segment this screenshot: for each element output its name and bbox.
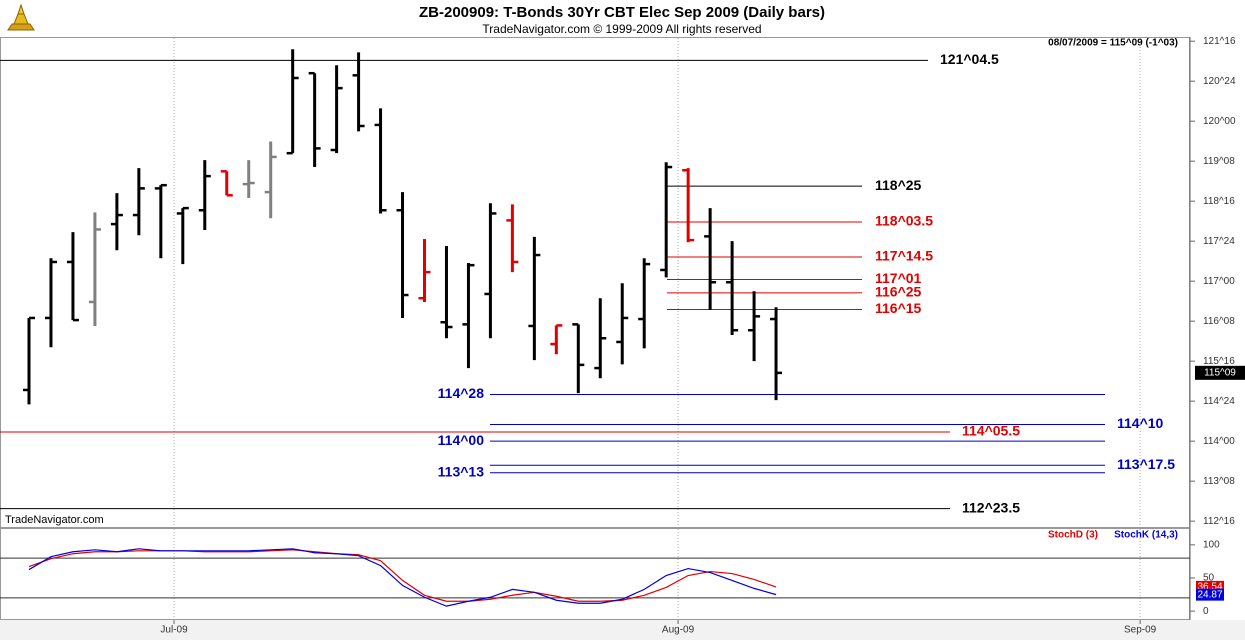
- x-tick-label: Aug-09: [662, 625, 695, 636]
- y-tick-label: 121^16: [1203, 36, 1236, 47]
- last-price-box: [1195, 365, 1245, 380]
- last-value-label: 24.87: [1197, 589, 1222, 600]
- y-tick-label: 113^08: [1203, 476, 1235, 487]
- level-label: 117^01: [875, 270, 922, 286]
- stoch-line: [28, 549, 777, 602]
- x-tick-label: Sep-09: [1124, 625, 1157, 636]
- x-axis-band: [0, 620, 1245, 640]
- y-tick-label: 100: [1203, 539, 1220, 550]
- last-value-box: [1196, 588, 1224, 601]
- chart-title: ZB-200909: T-Bonds 30Yr CBT Elec Sep 200…: [419, 4, 825, 21]
- level-label: 117^14.5: [875, 248, 933, 264]
- y-tick-label: 117^00: [1203, 276, 1235, 287]
- level-label: 113^13: [438, 464, 485, 480]
- level-label: 113^17.5: [1117, 456, 1175, 472]
- last-value-label: 36.54: [1197, 582, 1222, 593]
- x-tick-label: Jul-09: [160, 625, 188, 636]
- chart-subtitle: TradeNavigator.com © 1999-2009 All right…: [482, 22, 761, 36]
- y-tick-label: 115^16: [1203, 356, 1235, 367]
- y-tick-label: 114^24: [1203, 396, 1235, 407]
- level-label: 121^04.5: [940, 51, 999, 67]
- level-label: 114^00: [438, 432, 485, 448]
- last-price-label: 115^09: [1204, 367, 1236, 378]
- status-text: 08/07/2009 = 115^09 (-1^03): [1048, 38, 1178, 49]
- y-tick-label: 50: [1203, 573, 1215, 584]
- y-tick-label: 0: [1203, 606, 1209, 617]
- y-tick-label: 118^16: [1203, 196, 1235, 207]
- level-label: 118^03.5: [875, 213, 933, 229]
- y-tick-label: 112^16: [1203, 516, 1235, 527]
- y-tick-label: 120^00: [1203, 116, 1236, 127]
- logo: [7, 3, 35, 31]
- level-label: 114^28: [438, 385, 485, 401]
- level-label: 112^23.5: [962, 499, 1020, 515]
- level-label: 118^25: [875, 177, 922, 193]
- y-tick-label: 114^00: [1203, 436, 1235, 447]
- watermark: TradeNavigator.com: [5, 514, 104, 526]
- y-tick-label: 116^08: [1203, 316, 1235, 327]
- y-tick-label: 119^08: [1203, 156, 1235, 167]
- y-tick-label: 117^24: [1203, 236, 1235, 247]
- level-label: 116^25: [875, 284, 922, 300]
- legend-entry: StochK (14,3): [1114, 530, 1178, 541]
- level-label: 116^15: [875, 300, 922, 316]
- level-label: 114^05.5: [962, 423, 1020, 439]
- level-label: 114^10: [1117, 415, 1164, 431]
- y-tick-label: 120^24: [1203, 76, 1236, 87]
- legend-entry: StochD (3): [1048, 530, 1098, 541]
- stoch-line: [28, 548, 777, 607]
